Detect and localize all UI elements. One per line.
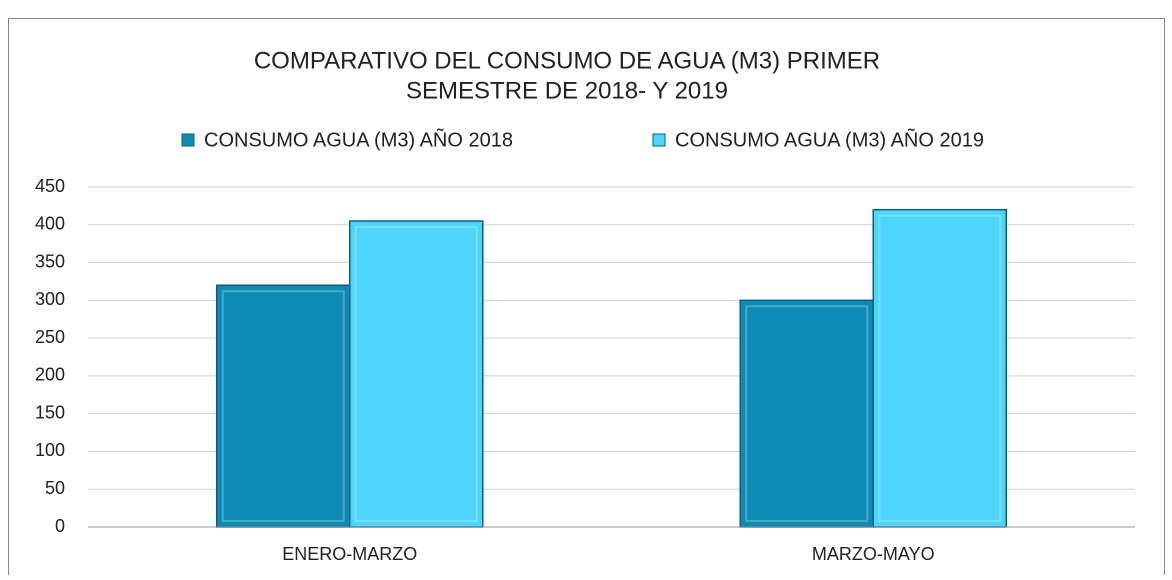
bar [872, 208, 1007, 528]
y-tick-label: 0 [55, 516, 65, 536]
legend-label: CONSUMO AGUA (M3) AÑO 2018 [204, 127, 513, 151]
bar-bevel [745, 305, 869, 523]
bar [216, 284, 351, 528]
y-tick-label: 450 [35, 176, 65, 196]
y-tick-label: 300 [35, 289, 65, 309]
bar-bevel [221, 290, 345, 522]
y-tick-label: 350 [35, 251, 65, 271]
y-tick-label: 200 [35, 365, 65, 385]
bar [739, 299, 874, 528]
bar-bevel [354, 226, 478, 522]
chart-title: SEMESTRE DE 2018- Y 2019 [406, 77, 728, 104]
chart-title: COMPARATIVO DEL CONSUMO DE AGUA (M3) PRI… [254, 47, 880, 74]
y-tick-label: 250 [35, 327, 65, 347]
legend-swatch [181, 133, 195, 147]
y-tick-label: 400 [35, 214, 65, 234]
x-tick-label: MARZO-MAYO [812, 544, 935, 564]
legend-label: CONSUMO AGUA (M3) AÑO 2019 [675, 127, 984, 151]
legend-swatch [652, 133, 666, 147]
y-tick-label: 150 [35, 402, 65, 422]
x-tick-label: ENERO-MARZO [282, 544, 417, 564]
y-tick-label: 50 [45, 478, 65, 498]
y-tick-label: 100 [35, 440, 65, 460]
bar [349, 220, 484, 528]
bar-bevel [878, 214, 1002, 523]
